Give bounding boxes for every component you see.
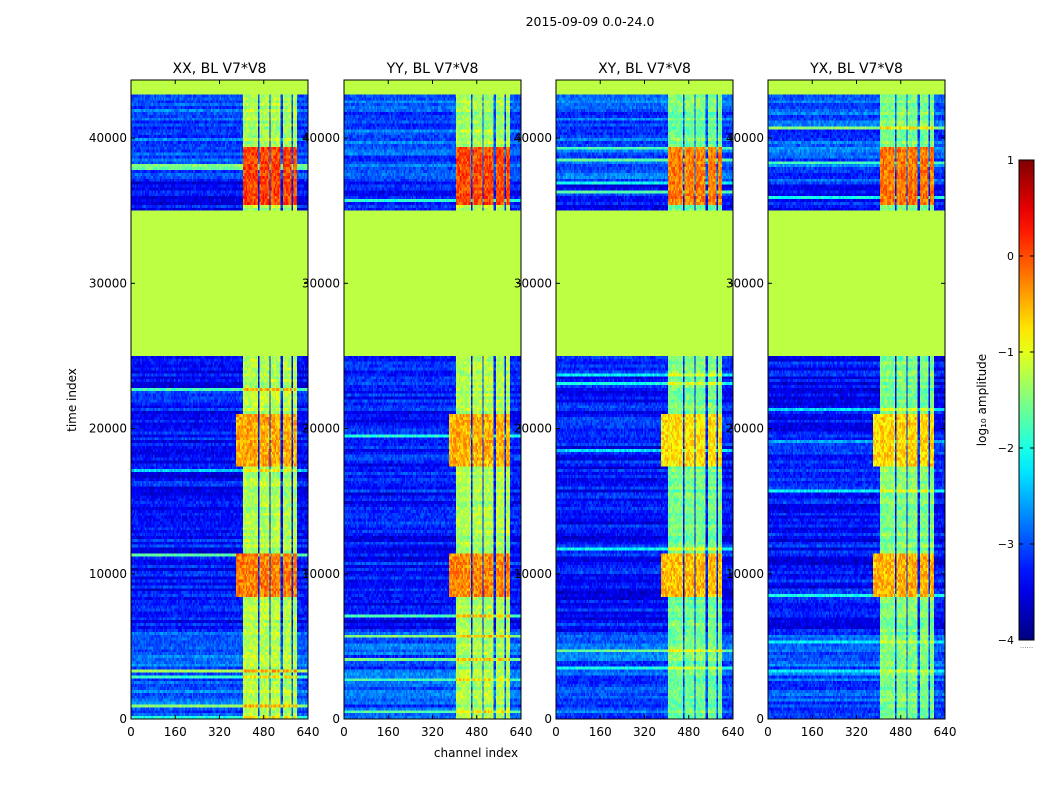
- x-tick-label: 160: [164, 725, 187, 739]
- y-tick-label: 30000: [89, 276, 127, 290]
- x-tick-label: 0: [764, 725, 772, 739]
- x-tick-label: 320: [421, 725, 444, 739]
- x-tick-label: 640: [722, 725, 745, 739]
- y-tick-label: 40000: [514, 131, 552, 145]
- y-tick-label: 10000: [726, 567, 764, 581]
- colorbar: 1 0 −1 −2 −3 −4 log₁₀ amplitude......: [975, 154, 1035, 650]
- y-tick-label: 20000: [302, 422, 340, 436]
- figure-suptitle: 2015-09-09 0.0-24.0: [525, 14, 655, 29]
- y-tick-label: 0: [119, 712, 127, 726]
- x-tick-label: 0: [552, 725, 560, 739]
- panel-title: XX, BL V7*V8: [173, 61, 267, 77]
- x-tick-label: 0: [127, 725, 135, 739]
- y-tick-label: 20000: [726, 422, 764, 436]
- y-tick-label: 0: [544, 712, 552, 726]
- colorbar-tick-label: −1: [998, 346, 1014, 359]
- colorbar-tick-label: 0: [1007, 250, 1014, 263]
- y-tick-label: 20000: [514, 422, 552, 436]
- y-tick-label: 0: [332, 712, 340, 726]
- x-axis-label: channel index: [434, 746, 518, 760]
- heatmap-yx: [768, 80, 945, 719]
- x-tick-label: 480: [677, 725, 700, 739]
- y-tick-label: 0: [756, 712, 764, 726]
- panel-title: XY, BL V7*V8: [598, 61, 691, 77]
- panel-yx: YX, BL V7*V8 0 160 320 480 640 0 10000 20000 3000…: [726, 61, 957, 739]
- x-tick-label: 0: [340, 725, 348, 739]
- x-tick-label: 160: [589, 725, 612, 739]
- y-tick-label: 10000: [514, 567, 552, 581]
- colorbar-note: ......: [1020, 642, 1033, 650]
- colorbar-tick-label: −2: [998, 442, 1014, 455]
- x-tick-label: 480: [889, 725, 912, 739]
- heatmap-xx: [131, 80, 308, 719]
- x-tick-label: 160: [377, 725, 400, 739]
- x-tick-label: 320: [845, 725, 868, 739]
- colorbar-label: log₁₀ amplitude: [975, 354, 989, 446]
- colorbar-tick-label: 1: [1007, 154, 1014, 167]
- heatmap-xy: [556, 80, 733, 719]
- panel-yy: YY, BL V7*V8 0 160 320 480 640 0 10000 20000 3000…: [302, 61, 533, 739]
- panel-title: YY, BL V7*V8: [386, 61, 479, 77]
- colorbar-tick-label: −3: [998, 538, 1014, 551]
- y-axis-label: time index: [65, 368, 79, 432]
- x-tick-label: 320: [208, 725, 231, 739]
- y-tick-label: 40000: [89, 131, 127, 145]
- y-tick-label: 30000: [726, 276, 764, 290]
- x-tick-label: 640: [510, 725, 533, 739]
- x-tick-label: 480: [465, 725, 488, 739]
- heatmap-yy: [344, 80, 521, 719]
- y-tick-label: 10000: [89, 567, 127, 581]
- y-tick-label: 10000: [302, 567, 340, 581]
- panel-title: YX, BL V7*V8: [809, 61, 903, 77]
- panel-xx: XX, BL V7*V8 0 160 320 480 640 0 10000 20000 3000…: [89, 61, 320, 739]
- y-tick-label: 40000: [302, 131, 340, 145]
- colorbar-fill: [1018, 159, 1035, 641]
- panel-xy: XY, BL V7*V8 0 160 320 480 640 0 10000 20000 3000…: [514, 61, 745, 739]
- x-tick-label: 320: [633, 725, 656, 739]
- y-tick-label: 20000: [89, 422, 127, 436]
- y-tick-label: 40000: [726, 131, 764, 145]
- y-tick-label: 30000: [514, 276, 552, 290]
- x-tick-label: 160: [801, 725, 824, 739]
- colorbar-tick-label: −4: [998, 634, 1014, 647]
- y-tick-label: 30000: [302, 276, 340, 290]
- x-tick-label: 640: [934, 725, 957, 739]
- x-tick-label: 480: [252, 725, 275, 739]
- x-tick-label: 640: [297, 725, 320, 739]
